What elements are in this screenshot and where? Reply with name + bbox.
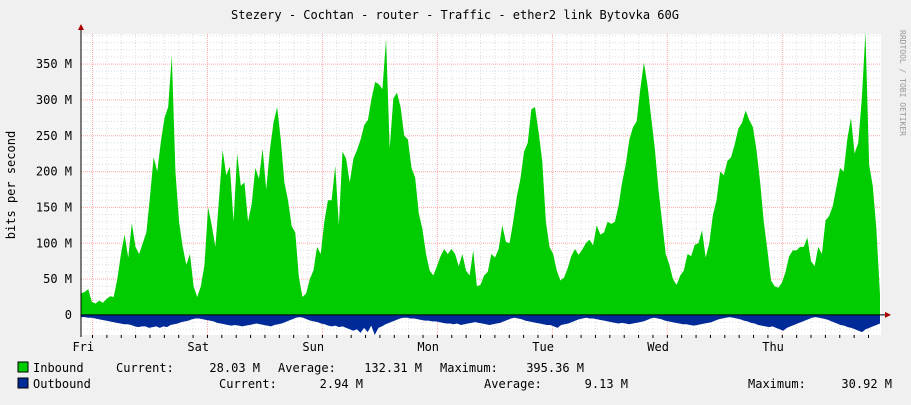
- inbound-current-value: 28.03 M: [209, 361, 260, 375]
- inbound-maximum-label: Maximum:: [440, 361, 498, 375]
- outbound-average-value: 9.13 M: [585, 377, 628, 391]
- y-tick-label: 150 M: [36, 200, 72, 214]
- chart-title: Stezery - Cochtan - router - Traffic - e…: [231, 8, 679, 22]
- x-tick-label: Thu: [762, 340, 784, 354]
- outbound-area: [81, 314, 880, 335]
- y-tick-label: 300 M: [36, 93, 72, 107]
- outbound-legend-swatch: [17, 377, 29, 389]
- x-tick-labels: Fri Sat Sun Mon Tue Wed Thu: [72, 340, 783, 354]
- x-tick-label: Fri: [72, 340, 94, 354]
- y-tick-label: 350 M: [36, 57, 72, 71]
- outbound-maximum-label: Maximum:: [748, 377, 806, 391]
- x-axis-arrow: [885, 311, 891, 318]
- outbound-current-value: 2.94 M: [320, 377, 363, 391]
- inbound-current-label: Current:: [116, 361, 174, 375]
- x-tick-label: Wed: [647, 340, 669, 354]
- x-tick-label: Sun: [302, 340, 324, 354]
- outbound-current-label: Current:: [219, 377, 277, 391]
- y-tick-labels: 0 50 M 100 M 150 M 200 M 250 M 300 M 350 M: [36, 57, 72, 322]
- y-tick-label: 250 M: [36, 129, 72, 143]
- axes: [78, 24, 891, 338]
- x-tick-label: Mon: [417, 340, 439, 354]
- y-tick-label: 100 M: [36, 236, 72, 250]
- inbound-legend-name: Inbound: [33, 361, 84, 375]
- rrdtool-watermark: RRDTOOL / TOBI OETIKER: [898, 30, 907, 136]
- y-tick-label: 50 M: [43, 272, 72, 286]
- y-axis-label: bits per second: [4, 131, 18, 239]
- x-tick-label: Sat: [187, 340, 209, 354]
- inbound-area: [81, 31, 880, 315]
- outbound-maximum-value: 30.92 M: [841, 377, 892, 391]
- outbound-average-label: Average:: [484, 377, 542, 391]
- inbound-legend-swatch: [17, 361, 29, 373]
- y-tick-label: 0: [65, 308, 72, 322]
- x-tick-label: Tue: [532, 340, 554, 354]
- inbound-average-label: Average:: [278, 361, 336, 375]
- series-areas: [81, 31, 880, 335]
- y-tick-label: 200 M: [36, 165, 72, 179]
- inbound-average-value: 132.31 M: [364, 361, 422, 375]
- outbound-legend-name: Outbound: [33, 377, 91, 391]
- inbound-maximum-value: 395.36 M: [526, 361, 584, 375]
- y-axis-arrow: [78, 24, 84, 30]
